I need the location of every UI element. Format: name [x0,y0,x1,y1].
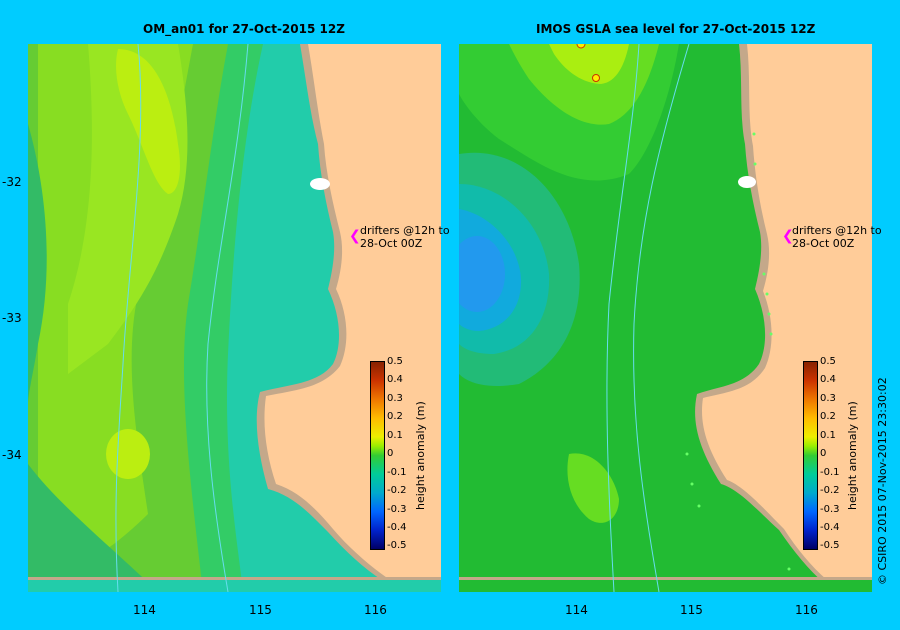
x-tick-label: 115 [249,603,272,617]
y-tick-label: -33 [2,311,22,325]
drifter-annotation: drifters @12h to 28-Oct 00Z [360,224,450,250]
y-tick-label: -32 [2,175,22,189]
colorbar-tick: 0.1 [820,430,836,441]
copyright-credit: © CSIRO 2015 07-Nov-2015 23:30:02 [876,377,889,585]
left-colorbar [370,361,385,550]
x-tick-label: 116 [364,603,387,617]
colorbar-tick: 0.3 [820,393,836,404]
colorbar-tick: -0.5 [820,540,840,551]
colorbar-tick: -0.1 [387,467,407,478]
right-colorbar-label: height anomaly (m) [846,401,859,510]
colorbar-tick: -0.2 [820,485,840,496]
x-tick-label: 114 [565,603,588,617]
right-panel-title: IMOS GSLA sea level for 27-Oct-2015 12Z [536,22,816,36]
drifter-annotation-line2: 28-Oct 00Z [792,237,855,250]
x-tick-label: 114 [133,603,156,617]
colorbar-tick: -0.3 [387,504,407,515]
colorbar-tick: -0.2 [387,485,407,496]
drifter-arrow-icon: ❮ [782,228,794,244]
colorbar-tick: 0 [387,448,394,459]
colorbar-tick: 0.3 [387,393,403,404]
x-tick-label: 116 [795,603,818,617]
colorbar-tick: -0.4 [820,522,840,533]
colorbar-tick: 0 [820,448,827,459]
colorbar-tick: 0.5 [387,356,403,367]
colorbar-tick: 0.2 [820,411,836,422]
right-colorbar [803,361,818,550]
drifter-annotation-line2: 28-Oct 00Z [360,237,423,250]
left-panel-title: OM_an01 for 27-Oct-2015 12Z [143,22,345,36]
colorbar-tick: 0.2 [387,411,403,422]
left-map [28,44,441,592]
x-tick-label: 115 [680,603,703,617]
drifter-arrow-icon: ❮ [349,228,361,244]
colorbar-tick: -0.1 [820,467,840,478]
colorbar-tick: -0.5 [387,540,407,551]
colorbar-tick: 0.5 [820,356,836,367]
colorbar-tick: 0.4 [387,374,403,385]
colorbar-tick: 0.1 [387,430,403,441]
drifter-annotation: drifters @12h to 28-Oct 00Z [792,224,882,250]
left-colorbar-label: height anomaly (m) [414,401,427,510]
colorbar-tick: -0.4 [387,522,407,533]
y-tick-label: -34 [2,448,22,462]
drifter-annotation-line1: drifters @12h to [360,224,450,237]
colorbar-tick: 0.4 [820,374,836,385]
drifter-annotation-line1: drifters @12h to [792,224,882,237]
colorbar-tick: -0.3 [820,504,840,515]
